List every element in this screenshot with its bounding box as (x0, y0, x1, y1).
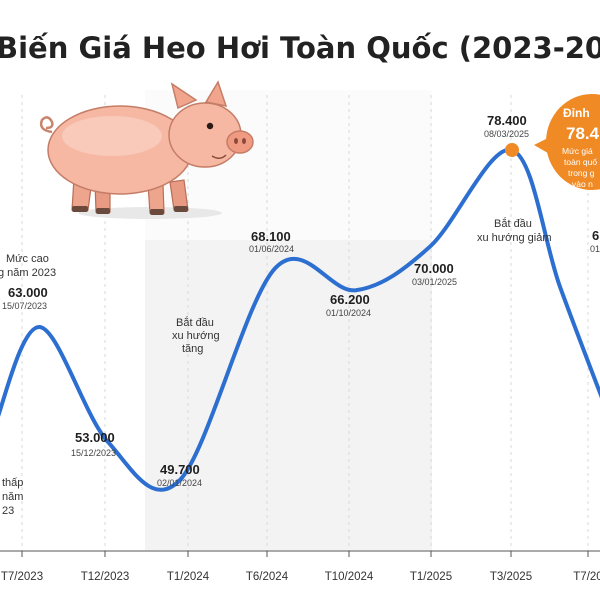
value-label-dec-2023: 53.000 (75, 430, 115, 445)
value-label-partial-right: 6 (592, 228, 599, 243)
date-label-oct-2024: 01/10/2024 (326, 308, 371, 318)
value-label-jun-2024: 68.100 (251, 229, 291, 244)
annotation-low-2023-line2: năm (2, 491, 23, 503)
pig-illustration (39, 80, 254, 219)
peak-callout: Đỉnh 78.4 Mức giá toàn quố trong g vào n (534, 94, 600, 190)
value-label-oct-2024: 66.200 (330, 292, 370, 307)
peak-callout-note-4: vào n (572, 179, 593, 189)
chart-title: Biến Giá Heo Hơi Toàn Quốc (2023-20 (0, 31, 600, 65)
date-label-jan-2024: 02/01/2024 (157, 478, 202, 488)
date-label-jun-2024: 01/06/2024 (249, 244, 294, 254)
peak-callout-value: 78.4 (566, 124, 600, 143)
annotation-downtrend-line1: Bắt đầu (494, 217, 532, 230)
x-tick-labels: T7/2023 T12/2023 T1/2024 T6/2024 T10/2024 T1/… (1, 571, 600, 583)
x-tick-label-t12-2023: T12/2023 (81, 571, 130, 583)
x-gridlines (21, 95, 589, 551)
x-tick-label-t1-2024: T1/2024 (167, 571, 210, 583)
annotation-low-2023-line1: thấp (2, 477, 23, 489)
peak-callout-note-2: toàn quố (564, 157, 597, 167)
value-label-jan-2025: 70.000 (414, 261, 454, 276)
date-label-partial-right: 01 (590, 244, 600, 254)
annotation-downtrend-line2: xu hướng giảm (477, 232, 552, 244)
date-label-dec-2023: 15/12/2023 (71, 448, 116, 458)
x-tick-label-t1-2025: T1/2025 (410, 571, 452, 583)
annotation-high-2023-line2: g năm 2023 (0, 267, 56, 279)
annotation-uptrend-line3: tăng (182, 343, 203, 355)
value-label-mar-2025: 78.400 (487, 113, 527, 128)
annotation-low-2023-line3: 23 (2, 505, 14, 517)
date-label-jul-2023: 15/07/2023 (2, 301, 47, 311)
year-2024-band (145, 240, 432, 550)
x-tick-marks (21, 551, 589, 557)
peak-callout-title: Đỉnh (563, 106, 590, 120)
x-tick-label-t3-2025: T3/2025 (490, 571, 532, 583)
x-tick-label-t10-2024: T10/2024 (325, 571, 374, 583)
x-tick-label-t7-20: T7/20 (573, 571, 600, 583)
peak-callout-note-3: trong g (568, 168, 595, 178)
date-label-jan-2025: 03/01/2025 (412, 277, 457, 287)
annotation-uptrend-line2: xu hướng (172, 330, 220, 342)
date-label-mar-2025: 08/03/2025 (484, 129, 529, 139)
x-tick-label-t6-2024: T6/2024 (246, 571, 289, 583)
annotation-uptrend-line1: Bắt đầu (176, 316, 214, 329)
value-label-jul-2023: 63.000 (8, 285, 48, 300)
peak-marker (505, 143, 519, 157)
price-line (0, 147, 600, 492)
value-label-jan-2024: 49.700 (160, 462, 200, 477)
x-tick-label-t7-2023: T7/2023 (1, 571, 43, 583)
annotation-high-2023-line1: Mức cao (6, 253, 49, 265)
peak-callout-note-1: Mức giá (562, 146, 593, 156)
